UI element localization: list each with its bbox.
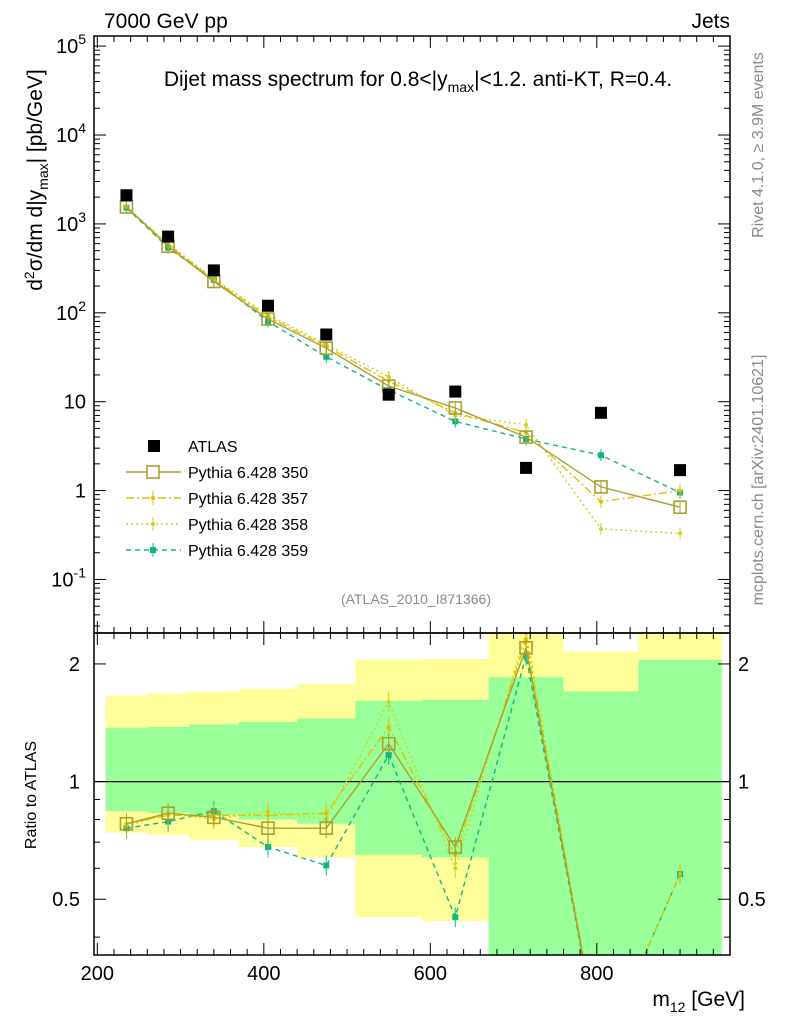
series-marker-ratio	[381, 736, 396, 751]
legend-marker	[151, 496, 155, 500]
analysis-id: (ATLAS_2010_I871366)	[341, 591, 491, 607]
atlas-data-point	[594, 406, 607, 419]
ratio-plot-area	[94, 633, 730, 955]
series-marker-ratio	[264, 844, 271, 851]
ratio-tick-label-right: 2	[738, 654, 749, 676]
series-marker-main	[319, 341, 334, 355]
y-tick-label-main: 105	[56, 31, 86, 58]
header-left: 7000 GeV pp	[104, 10, 228, 33]
series-marker-main	[448, 401, 463, 415]
series-marker-main	[594, 480, 608, 494]
y-tick-label-main: 102	[56, 298, 86, 325]
y-tick-label-main: 104	[56, 120, 86, 147]
legend-label: Pythia 6.428 357	[188, 491, 308, 508]
series-marker-ratio	[319, 821, 334, 835]
series-line-main	[126, 206, 681, 535]
atlas-data-point	[162, 230, 175, 243]
series-marker-ratio	[207, 810, 221, 825]
y-tick-label-main: 1	[75, 481, 86, 503]
legend-label: Pythia 6.428 350	[188, 465, 308, 482]
legend-marker	[146, 465, 160, 479]
ratio-tick-label-right: 0.5	[738, 889, 766, 911]
mcplots-label: mcplots.cern.ch [arXiv:2401.10621]	[750, 355, 767, 606]
series-marker-main	[597, 452, 604, 459]
series-marker-main	[323, 353, 330, 360]
series-marker-main	[519, 430, 533, 444]
atlas-data-point	[449, 385, 462, 398]
series-marker-main	[673, 500, 687, 515]
series-marker-main	[678, 531, 683, 536]
x-axis-label: m12 [GeV]	[652, 988, 745, 1015]
uncertainty-band-green	[421, 699, 489, 858]
series-marker-main	[524, 422, 529, 427]
legend-marker	[151, 522, 155, 526]
atlas-data-point	[520, 461, 533, 474]
y-tick-label-main: 10	[64, 392, 86, 414]
atlas-data-point	[207, 264, 220, 277]
series-marker-ratio	[161, 806, 175, 821]
series-marker-main	[678, 488, 683, 493]
series-marker-ratio	[119, 816, 134, 831]
atlas-data-point	[674, 464, 687, 477]
uncertainty-band-green	[488, 677, 564, 955]
series-line-main	[125, 206, 681, 503]
series-marker-ratio	[386, 724, 391, 729]
x-tick-label: 400	[247, 963, 280, 985]
series-marker-main	[598, 499, 603, 504]
y-tick-label-main: 10-1	[51, 564, 86, 591]
legend-marker	[150, 547, 156, 553]
rivet-version-label: Rivet 4.1.0, ≥ 3.9M events	[750, 52, 767, 238]
atlas-data-point	[261, 299, 274, 312]
ratio-frame	[93, 632, 731, 956]
uncertainty-band-green	[638, 659, 722, 955]
uncertainty-band-green	[188, 724, 239, 816]
series-marker-ratio	[448, 840, 463, 854]
series-marker-main	[261, 312, 275, 326]
atlas-data-point	[120, 189, 133, 202]
legend-marker-atlas	[148, 440, 160, 452]
y-axis-label: d2σ/dm d|ymax| [pb/GeV]	[21, 69, 51, 291]
ratio-tick-label-left: 1	[69, 772, 80, 794]
legend-label: Pythia 6.428 358	[188, 517, 308, 534]
series-marker-ratio	[265, 813, 270, 818]
series-marker-main	[598, 526, 603, 531]
series-marker-ratio	[323, 862, 330, 869]
series-marker-ratio	[678, 872, 683, 877]
main-panel	[119, 189, 687, 540]
atlas-data-point	[382, 388, 395, 401]
legend-label: ATLAS	[188, 439, 238, 456]
series-line-ratio	[126, 645, 584, 955]
chart-title: Dijet mass spectrum for 0.8<|ymax|<1.2. …	[164, 68, 672, 95]
legend-label: Pythia 6.428 359	[188, 543, 308, 560]
ratio-tick-label-left: 0.5	[52, 889, 80, 911]
series-marker-ratio	[385, 751, 392, 758]
series-marker-ratio	[452, 914, 459, 921]
main-plot-area	[119, 189, 687, 540]
uncertainty-band-green	[147, 726, 189, 814]
legend: ATLAS Pythia 6.428 350 Pythia 6.428 357 Pyt…	[126, 439, 308, 560]
series-marker-ratio	[324, 811, 329, 816]
header-right: Jets	[691, 10, 730, 33]
x-tick-label: 800	[580, 963, 613, 985]
ratio-panel	[94, 633, 730, 955]
series-marker-ratio	[453, 866, 458, 871]
atlas-data-point	[320, 328, 333, 341]
x-tick-label: 200	[81, 963, 114, 985]
series-marker-ratio	[386, 699, 391, 704]
series-line-main	[125, 206, 681, 508]
ratio-tick-label-right: 1	[738, 772, 749, 794]
ratio-axis-label: Ratio to ATLAS	[23, 741, 40, 849]
uncertainty-band-green	[105, 728, 148, 812]
y-tick-label-main: 103	[56, 209, 86, 236]
uncertainty-band-green	[563, 691, 639, 955]
series-marker-ratio	[519, 640, 533, 655]
series-marker-ratio	[261, 821, 275, 835]
x-tick-label: 600	[414, 963, 447, 985]
ratio-tick-label-left: 2	[69, 654, 80, 676]
